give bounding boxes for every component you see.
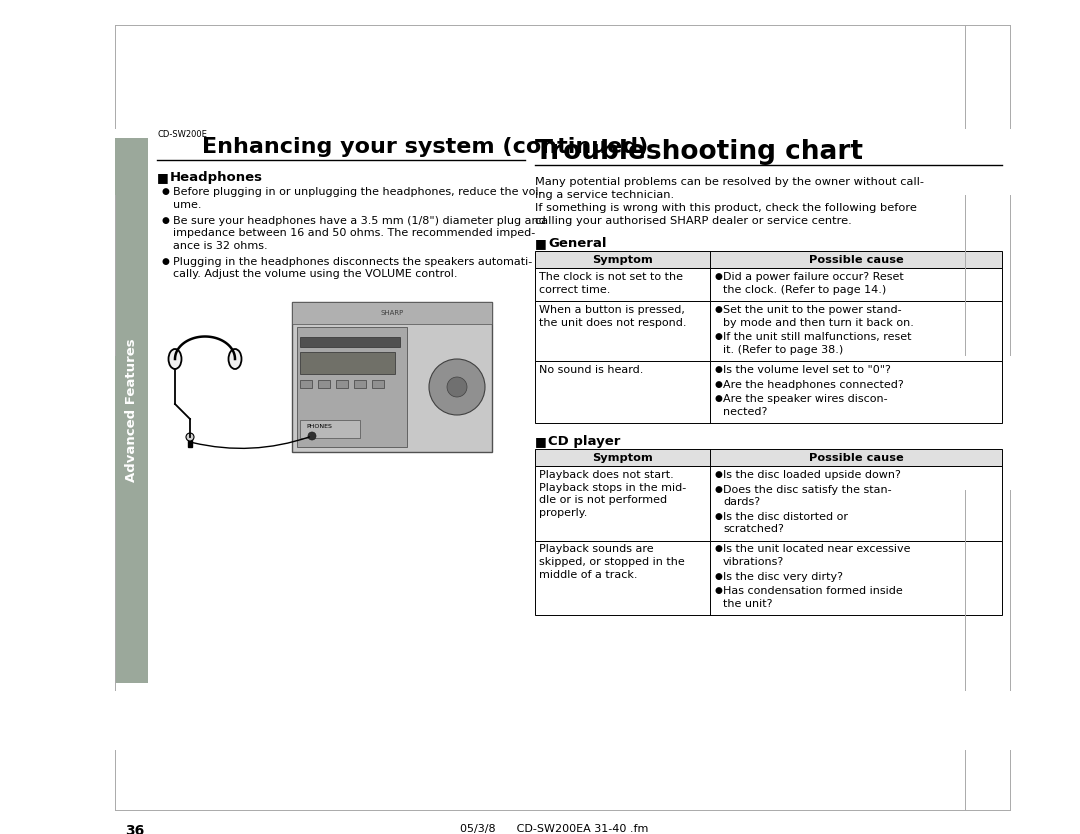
Bar xyxy=(535,449,1002,466)
Text: CD-SW200E: CD-SW200E xyxy=(157,130,207,139)
Text: Headphones: Headphones xyxy=(170,171,264,184)
Text: ●: ● xyxy=(714,272,723,281)
Text: Possible cause: Possible cause xyxy=(809,453,904,463)
Text: ●: ● xyxy=(162,187,170,196)
Bar xyxy=(318,380,330,388)
Text: SHARP: SHARP xyxy=(380,310,404,316)
Text: Troubleshooting chart: Troubleshooting chart xyxy=(535,139,863,165)
Text: ●: ● xyxy=(714,586,723,595)
Text: ■: ■ xyxy=(535,435,546,448)
Text: Are the headphones connected?: Are the headphones connected? xyxy=(724,379,904,389)
Text: Is the disc very dirty?: Is the disc very dirty? xyxy=(724,571,843,581)
Bar xyxy=(535,268,1002,301)
Bar xyxy=(535,301,1002,361)
Text: CD player: CD player xyxy=(548,435,620,448)
Circle shape xyxy=(447,377,467,397)
Text: Did a power failure occur? Reset
the clock. (Refer to page 14.): Did a power failure occur? Reset the clo… xyxy=(724,272,904,294)
Text: ●: ● xyxy=(714,332,723,341)
Bar xyxy=(535,361,1002,423)
Text: When a button is pressed,
the unit does not respond.: When a button is pressed, the unit does … xyxy=(539,305,687,328)
Text: ■: ■ xyxy=(157,171,168,184)
Bar xyxy=(297,327,407,447)
Text: ●: ● xyxy=(714,485,723,494)
Circle shape xyxy=(429,359,485,415)
Text: The clock is not set to the
correct time.: The clock is not set to the correct time… xyxy=(539,272,683,294)
Bar xyxy=(300,380,312,388)
Text: Are the speaker wires discon-
nected?: Are the speaker wires discon- nected? xyxy=(724,394,888,416)
Text: Is the disc distorted or
scratched?: Is the disc distorted or scratched? xyxy=(724,511,848,534)
Text: Symptom: Symptom xyxy=(592,254,653,264)
Text: Before plugging in or unplugging the headphones, reduce the vol-
ume.: Before plugging in or unplugging the hea… xyxy=(173,187,542,209)
Text: ●: ● xyxy=(714,511,723,520)
Text: Is the volume level set to "0"?: Is the volume level set to "0"? xyxy=(724,365,891,375)
Text: Plugging in the headphones disconnects the speakers automati-
cally. Adjust the : Plugging in the headphones disconnects t… xyxy=(173,257,532,279)
Bar xyxy=(114,138,148,683)
Text: ■: ■ xyxy=(535,237,546,250)
Text: ●: ● xyxy=(162,257,170,265)
Bar xyxy=(292,302,492,324)
Ellipse shape xyxy=(229,349,242,369)
Text: General: General xyxy=(548,237,607,250)
Text: ●: ● xyxy=(714,394,723,403)
Bar xyxy=(292,302,492,452)
Bar xyxy=(372,380,384,388)
Text: Playback sounds are
skipped, or stopped in the
middle of a track.: Playback sounds are skipped, or stopped … xyxy=(539,545,685,580)
Text: 36: 36 xyxy=(125,824,145,834)
Ellipse shape xyxy=(168,349,181,369)
Bar xyxy=(300,337,400,347)
Circle shape xyxy=(186,433,194,441)
Text: ing a service technician.: ing a service technician. xyxy=(535,190,674,200)
Text: Be sure your headphones have a 3.5 mm (1/8") diameter plug and
impedance between: Be sure your headphones have a 3.5 mm (1… xyxy=(173,215,545,251)
Text: ●: ● xyxy=(714,571,723,580)
Text: If the unit still malfunctions, reset
it. (Refer to page 38.): If the unit still malfunctions, reset it… xyxy=(724,332,912,354)
Text: calling your authorised SHARP dealer or service centre.: calling your authorised SHARP dealer or … xyxy=(535,216,852,226)
Text: Set the unit to the power stand-
by mode and then turn it back on.: Set the unit to the power stand- by mode… xyxy=(724,305,914,328)
Bar xyxy=(300,420,360,438)
Text: Is the disc loaded upside down?: Is the disc loaded upside down? xyxy=(724,470,901,480)
Circle shape xyxy=(308,432,316,440)
Bar xyxy=(354,380,366,388)
Text: ●: ● xyxy=(714,379,723,389)
Bar xyxy=(535,466,1002,540)
Text: Does the disc satisfy the stan-
dards?: Does the disc satisfy the stan- dards? xyxy=(724,485,892,507)
Text: Possible cause: Possible cause xyxy=(809,254,904,264)
Bar xyxy=(336,380,348,388)
Text: ●: ● xyxy=(714,305,723,314)
Text: 05/3/8      CD-SW200EA 31-40 .fm: 05/3/8 CD-SW200EA 31-40 .fm xyxy=(460,824,648,834)
Text: Playback does not start.
Playback stops in the mid-
dle or is not performed
prop: Playback does not start. Playback stops … xyxy=(539,470,686,518)
Text: Many potential problems can be resolved by the owner without call-: Many potential problems can be resolved … xyxy=(535,177,924,187)
Text: Advanced Features: Advanced Features xyxy=(125,339,138,482)
Bar xyxy=(188,437,192,447)
Text: ●: ● xyxy=(714,470,723,479)
Text: ●: ● xyxy=(714,545,723,554)
Bar xyxy=(535,251,1002,268)
Text: If something is wrong with this product, check the following before: If something is wrong with this product,… xyxy=(535,203,917,213)
Text: Symptom: Symptom xyxy=(592,453,653,463)
Text: Has condensation formed inside
the unit?: Has condensation formed inside the unit? xyxy=(724,586,903,609)
Text: No sound is heard.: No sound is heard. xyxy=(539,365,644,375)
Text: ●: ● xyxy=(714,365,723,374)
Text: Is the unit located near excessive
vibrations?: Is the unit located near excessive vibra… xyxy=(724,545,910,567)
Text: Enhancing your system (continued): Enhancing your system (continued) xyxy=(202,137,648,157)
Text: PHONES: PHONES xyxy=(306,424,332,429)
Bar xyxy=(300,352,395,374)
Bar xyxy=(535,540,1002,615)
Text: ●: ● xyxy=(162,215,170,224)
